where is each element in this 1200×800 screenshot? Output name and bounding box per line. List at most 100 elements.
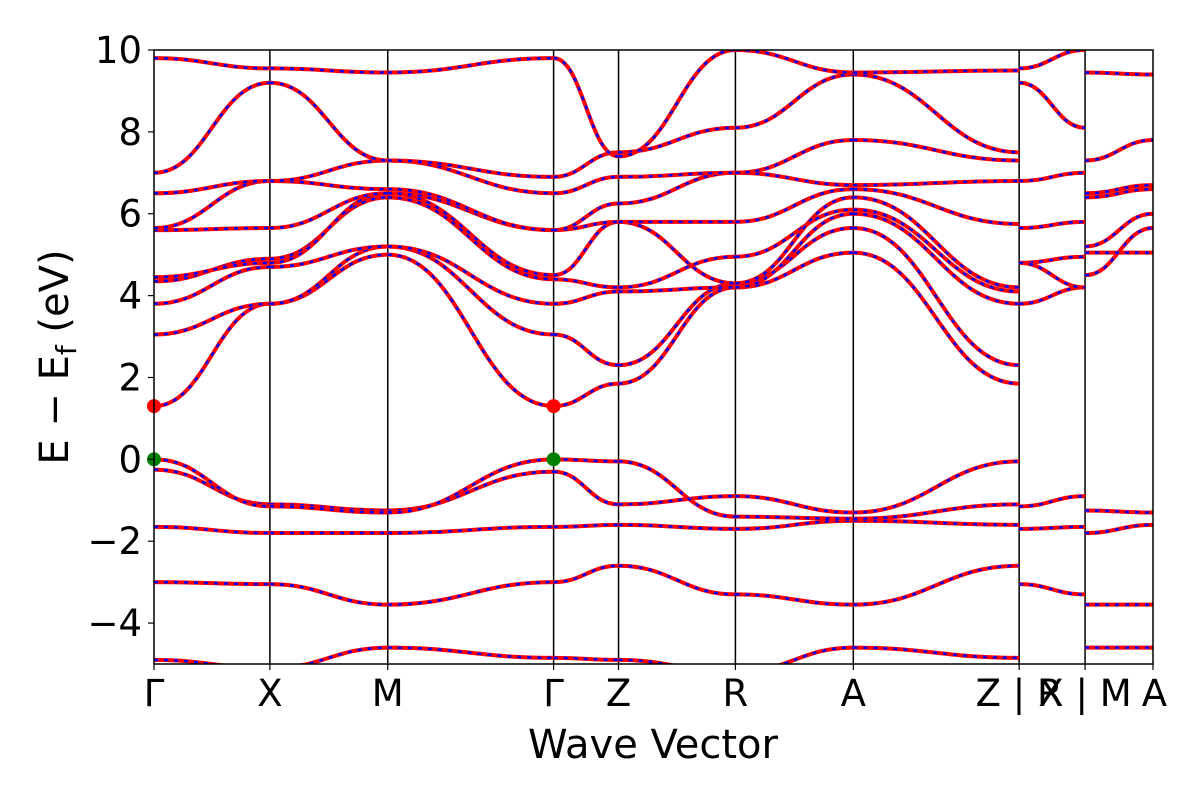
band-line — [1085, 138, 1153, 163]
band-line — [553, 469, 619, 507]
y-axis-label-unit: (eV) — [32, 249, 78, 345]
band-line-overlay — [618, 564, 736, 596]
band-line-overlay — [618, 286, 736, 293]
y-tick-label: 8 — [118, 111, 142, 154]
band-line-overlay — [269, 192, 388, 230]
band-line-overlay — [618, 50, 736, 158]
band-line-overlay — [387, 245, 554, 306]
band-line — [853, 187, 1020, 226]
band-line-overlay — [154, 265, 270, 306]
band-line — [735, 494, 854, 515]
band-line — [618, 219, 736, 286]
y-tick-label: 4 — [118, 275, 142, 318]
band-line-overlay — [553, 523, 619, 529]
x-tick-label: R — [723, 672, 749, 715]
band-line-overlay — [269, 179, 388, 191]
cbm-marker — [546, 399, 561, 414]
y-tick-label: 6 — [118, 193, 142, 236]
band-line — [154, 56, 270, 71]
band-line-overlay — [735, 138, 854, 175]
band-line-overlay — [1019, 81, 1086, 130]
x-axis-label: Wave Vector — [528, 722, 779, 768]
band-line-overlay — [154, 302, 270, 336]
x-tick-label: Γ — [543, 672, 564, 715]
band-line-overlay — [779, 646, 854, 664]
band-line — [387, 469, 554, 513]
band-line — [1084, 211, 1153, 249]
band-line-overlay — [853, 460, 1020, 514]
band-line-overlay — [269, 582, 388, 606]
band-line-overlay — [269, 245, 388, 269]
plot-frame — [153, 49, 1154, 665]
band-line-overlay — [618, 171, 736, 179]
band-line-overlay — [553, 202, 619, 232]
band-line-overlay — [154, 458, 270, 508]
band-line — [154, 580, 270, 587]
band-line-overlay — [387, 458, 554, 514]
band-line — [618, 522, 736, 531]
x-tick-label: Z | R — [976, 672, 1063, 715]
band-line — [1019, 260, 1086, 290]
band-line-overlay — [618, 255, 736, 289]
band-line-overlay — [154, 525, 270, 535]
band-line-overlay — [154, 56, 270, 70]
band-line-overlay — [1085, 187, 1153, 199]
y-axis-label-subscript: f — [50, 344, 83, 355]
band-line-overlay — [853, 646, 1020, 660]
band-line-overlay — [1019, 525, 1086, 531]
band-line — [387, 457, 554, 515]
band-line-overlay — [735, 187, 854, 224]
y-axis-label: E − Ef (eV) — [32, 249, 83, 464]
y-tick-label: 10 — [95, 29, 142, 72]
band-line-overlay — [1019, 261, 1086, 289]
band-line — [387, 252, 554, 409]
band-line-overlay — [1019, 582, 1086, 596]
band-line — [853, 207, 1020, 294]
band-line — [553, 150, 619, 179]
band-line-overlay — [553, 175, 619, 195]
band-line-overlay — [1085, 523, 1153, 535]
band-line-overlay — [387, 580, 554, 606]
band-line-overlay — [269, 505, 388, 514]
band-line-overlay — [735, 494, 854, 514]
x-tick-label: A — [841, 672, 866, 715]
band-line-overlay — [618, 171, 736, 205]
band-line — [853, 195, 1020, 290]
band-line-overlay — [735, 50, 854, 74]
vbm-marker — [546, 452, 561, 467]
band-line-overlay — [154, 226, 270, 232]
band-line-overlay — [387, 56, 554, 74]
x-tick-label: Γ — [144, 672, 165, 715]
band-line — [618, 281, 736, 368]
band-line-overlay — [618, 494, 736, 506]
band-line-overlay — [1085, 183, 1153, 195]
band-line — [735, 72, 854, 130]
band-line — [618, 170, 736, 179]
band-line-overlay — [853, 69, 1020, 74]
band-line-overlay — [735, 212, 854, 289]
band-line-overlay — [1019, 220, 1086, 230]
band-line-overlay — [553, 220, 619, 277]
band-line-overlay — [387, 159, 554, 179]
band-line-overlay — [553, 656, 619, 662]
band-lines — [154, 50, 1153, 664]
band-line-overlay — [553, 220, 619, 232]
band-line-overlay — [853, 519, 1020, 527]
band-line — [553, 381, 619, 409]
band-line — [853, 563, 1020, 607]
band-line-overlay — [553, 277, 619, 289]
x-tick-label: Z — [606, 672, 631, 715]
band-line-overlay — [1019, 494, 1086, 508]
band-line-overlay — [387, 646, 554, 660]
band-line-overlay — [269, 503, 388, 512]
band-line — [618, 285, 736, 386]
x-tick-label: M — [372, 672, 404, 715]
band-line-overlay — [735, 515, 854, 520]
band-line-overlay — [154, 468, 270, 506]
band-line-overlay — [735, 251, 854, 289]
band-line-overlay — [735, 208, 854, 258]
x-tick-label: X | M — [1038, 672, 1131, 715]
band-line-overlay — [735, 593, 854, 606]
band-line — [154, 80, 270, 175]
y-tick-label: −4 — [87, 602, 142, 645]
